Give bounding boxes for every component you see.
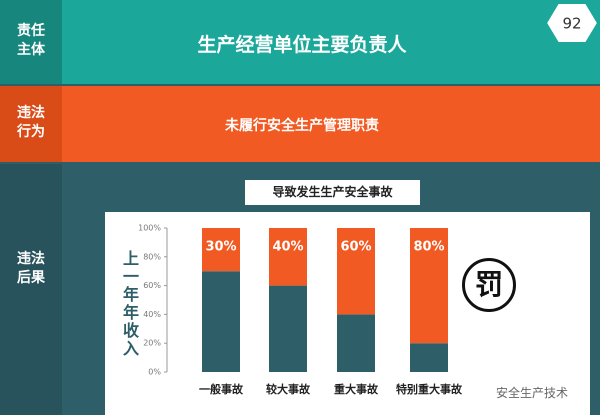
y-tick-label: 60%	[143, 281, 161, 290]
row-label: 违法后果	[17, 251, 45, 286]
row-2	[0, 86, 600, 162]
consequence-box: 导致发生生产安全事故	[245, 180, 420, 205]
badge-shape	[544, 1, 600, 44]
row-2-label-cell	[0, 86, 62, 162]
row-label: 责任主体	[17, 23, 45, 58]
x-tick-label: 一般事故	[199, 382, 244, 396]
row-1	[0, 0, 600, 84]
y-axis-label: 上一年年收入	[120, 250, 139, 358]
value-label: 40%	[272, 240, 303, 255]
y-tick-label: 40%	[143, 310, 161, 319]
row-text: 未履行安全生产管理职责	[225, 118, 379, 134]
value-label: 30%	[205, 240, 236, 255]
row-1-label-cell	[0, 0, 62, 84]
row-label: 违法行为	[17, 105, 45, 140]
y-tick-label: 0%	[148, 368, 161, 377]
badge-number: 92	[562, 15, 581, 33]
annotation: 罚	[462, 258, 516, 312]
row-3-label-cell	[0, 164, 62, 415]
x-tick-label: 特别重大事故	[396, 382, 463, 396]
value-label: 80%	[413, 240, 444, 255]
x-tick-label: 较大事故	[266, 382, 311, 396]
y-tick-label: 80%	[143, 252, 161, 261]
x-tick-label: 重大事故	[334, 382, 379, 396]
bar-segment	[337, 314, 375, 372]
bar-segment	[202, 228, 240, 272]
chart: 0% 20% 40% 60% 80% 100% 一般事故 30% 较大事故 40% 重大事故 60% 特…	[138, 224, 463, 397]
value-label: 60%	[340, 240, 371, 255]
bar-segment	[269, 285, 307, 372]
bar-segment	[337, 228, 375, 315]
bar-segment	[410, 343, 448, 372]
bar-segment	[410, 228, 448, 344]
row-text: 生产经营单位主要负责人	[197, 34, 407, 56]
watermark: 安全生产技术	[496, 386, 569, 400]
badge: 92	[544, 1, 600, 44]
y-tick-label: 100%	[138, 224, 161, 233]
bar-segment	[269, 228, 307, 286]
bar-segment	[202, 271, 240, 372]
y-tick-label: 20%	[143, 339, 161, 348]
